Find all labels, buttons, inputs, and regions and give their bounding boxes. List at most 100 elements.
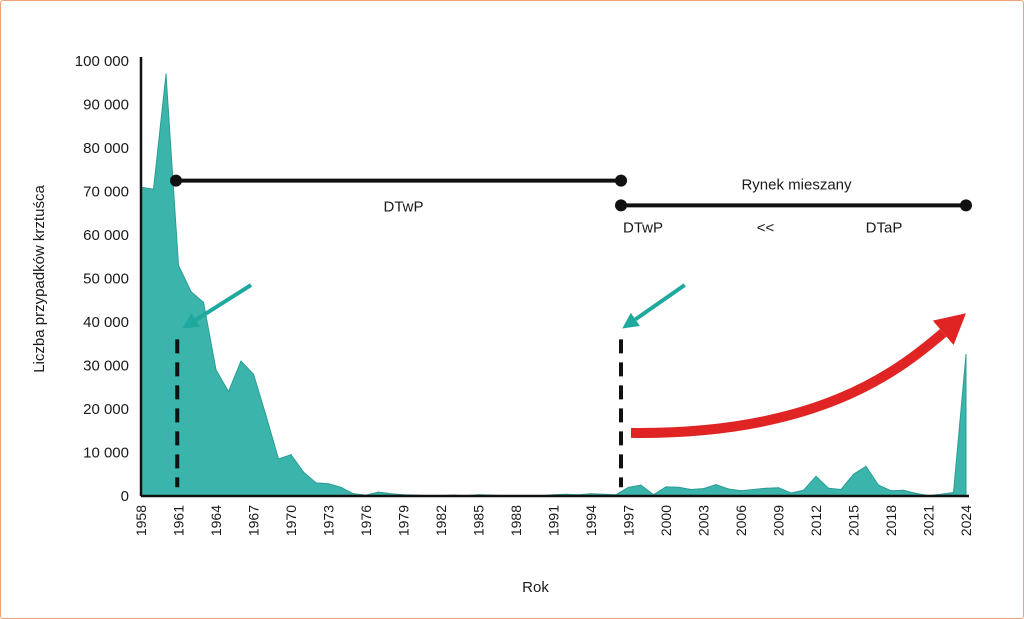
y-tick-label: 80 000 — [83, 140, 129, 157]
data-point — [227, 391, 230, 393]
data-point — [590, 493, 592, 495]
data-point — [877, 484, 880, 486]
x-tick-label: 1982 — [433, 505, 449, 536]
data-point — [252, 373, 255, 375]
series-area-0 — [140, 74, 967, 497]
mixed-market-dtwp-label: DTwP — [623, 219, 663, 236]
data-point — [690, 488, 692, 491]
x-tick-label: 1976 — [358, 505, 374, 536]
teal-arrow-1996-head — [622, 312, 640, 329]
y-tick-label: 50 000 — [83, 271, 129, 288]
data-point — [277, 458, 280, 460]
axes-layer — [139, 57, 969, 498]
data-point — [890, 490, 892, 492]
x-tick-label: 2021 — [921, 505, 937, 536]
x-tick-label: 1964 — [208, 505, 224, 536]
x-tick-label: 2018 — [883, 505, 899, 536]
data-point — [327, 483, 330, 485]
x-tick-label: 2015 — [846, 505, 862, 536]
x-tick-label: 1985 — [471, 505, 487, 536]
data-point — [952, 491, 955, 494]
x-tick-label: 1961 — [171, 505, 187, 536]
y-tick-label: 0 — [121, 488, 129, 505]
y-tick-label: 20 000 — [83, 401, 129, 418]
x-tick-label: 1979 — [396, 505, 412, 536]
x-tick-label: 2006 — [733, 505, 749, 536]
x-tick-label: 1994 — [583, 505, 599, 536]
y-tick-label: 90 000 — [83, 97, 129, 114]
data-point — [752, 488, 755, 491]
data-point — [940, 493, 942, 495]
y-tick-label: 60 000 — [83, 227, 129, 244]
y-tick-label: 30 000 — [83, 358, 129, 375]
data-point — [727, 488, 730, 490]
y-tick-label: 40 000 — [83, 314, 129, 331]
data-point — [777, 487, 780, 489]
y-tick-label: 100 000 — [75, 53, 129, 70]
data-point — [215, 369, 217, 371]
mixed-market-dtap-label: DTaP — [866, 219, 903, 236]
x-tick-label: 2000 — [658, 505, 674, 536]
data-point — [377, 491, 380, 493]
data-point — [765, 487, 767, 489]
data-point — [290, 454, 292, 456]
data-point — [602, 493, 605, 495]
data-point — [902, 489, 905, 491]
data-point — [827, 487, 830, 489]
data-point — [815, 475, 817, 477]
mixed-market-label: Rynek mieszany — [741, 176, 852, 193]
data-point — [740, 490, 742, 492]
dtwp-period-bar-end-dot — [615, 174, 627, 187]
mixed-market-bar-start-dot — [615, 199, 627, 212]
data-point — [965, 354, 967, 356]
data-point — [152, 188, 155, 190]
x-tick-label: 1997 — [621, 505, 637, 536]
y-tick-labels: 0 10 000 20 000 30 000 40 000 50 000 60 000 70 … — [75, 53, 129, 505]
data-point — [915, 492, 917, 494]
series-area-layer — [140, 73, 967, 497]
data-point — [840, 488, 842, 491]
data-point — [352, 493, 355, 495]
x-tick-label: 1991 — [546, 505, 562, 536]
x-axis-title: Rok — [522, 579, 549, 596]
x-tick-labels: 1958 1961 1964 1967 1970 1973 1976 1979 1982 1985… — [133, 505, 974, 536]
data-point — [302, 471, 305, 473]
data-point — [627, 486, 630, 488]
data-point — [865, 465, 867, 467]
x-tick-label: 1958 — [133, 505, 149, 536]
data-point — [165, 73, 167, 75]
data-point — [665, 486, 667, 488]
data-point — [240, 360, 242, 362]
dtwp-period-bar-start-dot — [170, 174, 182, 187]
data-point — [702, 488, 705, 490]
mixed-market-bar-end-dot — [960, 199, 972, 212]
data-point — [565, 493, 567, 495]
data-point — [265, 414, 267, 417]
data-point — [315, 482, 317, 484]
data-point — [677, 486, 680, 488]
y-tick-label: 70 000 — [83, 184, 129, 201]
data-point — [190, 291, 192, 293]
x-tick-label: 2003 — [696, 505, 712, 536]
y-axis-title: Liczba przypadków krztuśca — [31, 185, 48, 373]
data-point — [640, 484, 642, 486]
x-tick-label: 2012 — [808, 505, 824, 536]
x-tick-label: 2024 — [958, 505, 974, 536]
annotation-layer — [170, 174, 972, 488]
teal-arrow-1996-shaft — [634, 283, 686, 322]
data-point — [790, 492, 792, 494]
x-tick-label: 1967 — [246, 505, 262, 536]
teal-arrow-1961-shaft — [194, 283, 253, 322]
data-point — [202, 301, 205, 303]
red-trend-arrow-shaft — [630, 329, 947, 438]
data-point — [852, 473, 855, 475]
data-point — [340, 486, 342, 488]
x-tick-label: 2009 — [771, 505, 787, 536]
x-tick-label: 1970 — [283, 505, 299, 536]
mixed-market-less-than-label: << — [757, 219, 775, 236]
data-point — [390, 493, 392, 495]
dtwp-period-label: DTwP — [383, 199, 423, 216]
data-point — [802, 489, 805, 491]
